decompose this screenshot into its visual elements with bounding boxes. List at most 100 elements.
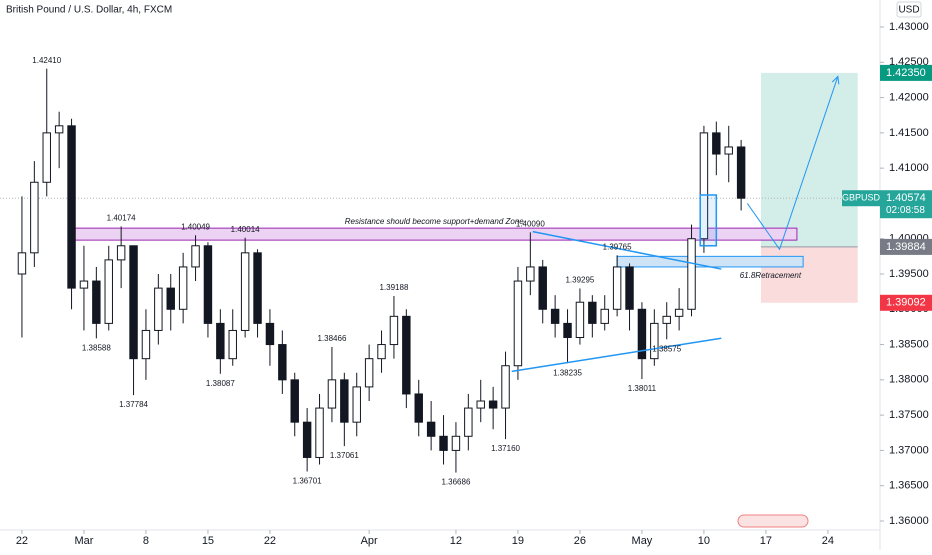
y-tick-label: 1.41500 [889, 127, 929, 139]
price-annotation: 1.36686 [441, 478, 470, 487]
candle-body [736, 146, 746, 199]
y-tick-label: 1.36000 [889, 515, 929, 527]
entry-badge [880, 238, 932, 255]
candle-body [414, 393, 423, 423]
last-price-label: 1.40574 [886, 192, 926, 204]
candle-body [699, 132, 709, 240]
x-tick-label: 8 [143, 535, 149, 547]
x-tick-label: 12 [450, 535, 462, 547]
candle-body [42, 132, 51, 183]
candle-body [104, 259, 113, 324]
projection-path [746, 76, 839, 251]
candle-body [166, 287, 175, 310]
candle-body [216, 322, 225, 360]
candle-body [315, 407, 324, 458]
x-tick-label: May [632, 535, 653, 547]
candle-body [662, 315, 671, 324]
price-annotation: 1.40049 [181, 222, 210, 231]
y-tick-label: 1.39500 [889, 268, 929, 280]
stop-badge-label: 1.39092 [886, 297, 926, 309]
price-annotation: 1.39765 [603, 242, 632, 251]
x-tick-label: 26 [574, 535, 586, 547]
candle-body [377, 344, 386, 360]
target-badge-label: 1.42350 [886, 67, 926, 79]
candle-body [141, 329, 151, 360]
candle-body [637, 308, 647, 360]
candle-body [54, 125, 64, 134]
candle-body [203, 245, 213, 324]
price-annotation: 1.38011 [628, 384, 657, 393]
candle-body [439, 435, 448, 451]
candle-body [352, 386, 361, 423]
breakout-box [699, 194, 718, 247]
y-tick-label: 1.38000 [889, 374, 929, 386]
candle-body [550, 308, 560, 324]
countdown: 02:08:58 [886, 205, 925, 216]
candle-body [278, 344, 287, 381]
price-annotation: 1.37160 [491, 444, 520, 453]
symbol-badge [842, 190, 880, 207]
zone [616, 255, 804, 268]
price-annotation: 1.38588 [82, 343, 111, 352]
candle-body [464, 407, 473, 437]
candle-body [650, 322, 659, 360]
candle-body [712, 132, 721, 155]
arrow-head [831, 75, 840, 85]
zone-label: 61.8Retracement [740, 271, 802, 280]
candle-body [402, 315, 411, 395]
x-tick-label: 17 [760, 535, 772, 547]
candle-body [526, 266, 535, 282]
trendline [532, 230, 722, 270]
price-annotation: 1.40014 [231, 225, 260, 234]
price-annotation: 1.38575 [652, 344, 681, 353]
candle-body [724, 146, 733, 155]
candle-body [253, 252, 262, 324]
price-annotation: 1.37061 [330, 451, 359, 460]
price-annotation: 1.37784 [119, 400, 148, 409]
price-annotation: 1.38087 [206, 379, 235, 388]
candle-body [340, 379, 349, 423]
y-tick-label: 1.37000 [889, 444, 929, 456]
candle-body [426, 421, 436, 437]
price-annotation: 1.39188 [379, 283, 408, 292]
chart-title: British Pound / U.S. Dollar, 4h, FXCM [6, 5, 172, 16]
x-tick-label: 22 [264, 535, 276, 547]
price-annotation: 1.36701 [293, 477, 322, 486]
currency-box[interactable] [896, 1, 922, 18]
candle-body [79, 280, 89, 289]
x-tick-label: Apr [361, 535, 378, 547]
zone-label: Resistance should become support+demand … [345, 217, 525, 226]
x-tick-label: 22 [16, 535, 28, 547]
price-annotation: 1.38235 [553, 368, 582, 377]
candle-body [92, 280, 101, 324]
candle-body [625, 266, 634, 310]
entry-badge-label: 1.39884 [886, 241, 926, 253]
y-tick-label: 1.43000 [889, 21, 929, 33]
x-tick-label: 24 [822, 535, 834, 547]
x-tick-label: Mar [74, 535, 93, 547]
candle-body [612, 266, 622, 310]
price-annotation: 1.38466 [317, 334, 346, 343]
candle-body [501, 365, 510, 409]
x-tick-label: 19 [512, 535, 524, 547]
candle-body [488, 400, 498, 409]
price-annotation: 1.42410 [32, 56, 61, 65]
candle-body [240, 252, 250, 331]
candle-body [451, 435, 461, 451]
currency: USD [898, 5, 919, 16]
watermark-icon [737, 514, 809, 528]
trendline [511, 337, 722, 373]
candle-body [30, 181, 39, 254]
y-tick-label: 1.36500 [889, 480, 929, 492]
candle-body [290, 379, 299, 423]
price-annotation: 1.40090 [516, 219, 545, 228]
candle-body [265, 322, 275, 346]
price-annotation: 1.40174 [107, 214, 136, 223]
candle-body [600, 308, 609, 324]
candle-body [674, 308, 684, 317]
symbol-label: GBPUSD [842, 193, 881, 203]
x-tick-label: 15 [202, 535, 214, 547]
candle-body [538, 266, 547, 310]
